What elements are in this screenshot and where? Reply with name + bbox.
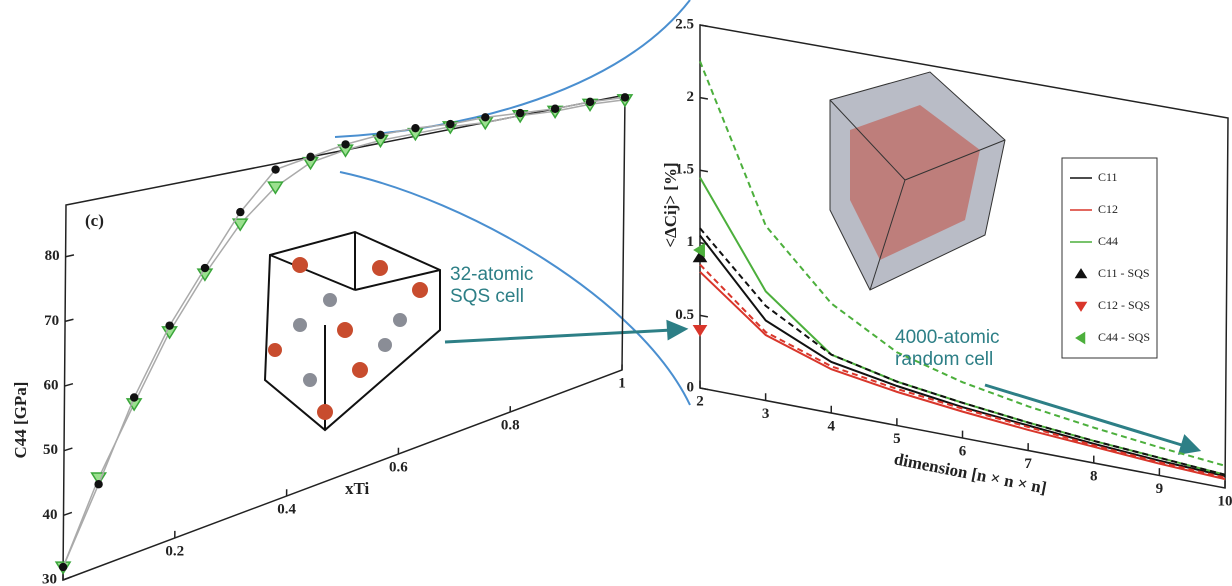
y-tick-label: 1 — [687, 234, 695, 250]
x-tick-label: 0.8 — [501, 417, 520, 433]
data-point — [231, 218, 249, 232]
data-point — [94, 480, 103, 489]
legend-marker — [1075, 331, 1086, 345]
legend-label: C11 - SQS — [1098, 266, 1150, 280]
x-tick-label: 9 — [1156, 481, 1164, 497]
data-point — [411, 123, 420, 133]
y-tick — [64, 382, 74, 387]
y-axis-label: <ΔCij> [%] — [661, 162, 680, 247]
data-point — [267, 181, 284, 195]
legend-label: C11 — [1098, 170, 1118, 184]
series-line — [699, 271, 1226, 481]
panel-label: (c) — [85, 211, 104, 230]
x-tick-label: 8 — [1090, 468, 1098, 484]
plot-frame — [699, 24, 1229, 489]
y-tick — [699, 314, 709, 318]
data-point — [236, 207, 245, 217]
sqs-atoms — [268, 257, 428, 420]
x-tick-label: 2 — [696, 393, 704, 409]
x-tick-label: 6 — [959, 443, 967, 459]
y-tick — [699, 169, 709, 173]
legend-marker — [1074, 301, 1088, 312]
legend-label: C12 — [1098, 202, 1118, 216]
legend-label: C44 - SQS — [1098, 330, 1150, 344]
x-tick-label: 7 — [1024, 456, 1032, 472]
random-cell-illustration — [829, 71, 1006, 291]
data-point — [376, 130, 385, 140]
y-tick — [64, 318, 74, 323]
data-point — [129, 393, 139, 402]
data-point — [165, 321, 174, 330]
y-tick-label: 0 — [687, 379, 695, 395]
y-tick — [699, 24, 709, 28]
y-tick — [63, 447, 73, 452]
y-tick — [63, 511, 73, 517]
legend-marker — [1074, 268, 1088, 279]
x-tick-label: 10 — [1218, 493, 1232, 509]
legend-box — [1061, 157, 1158, 359]
legend-label: C12 - SQS — [1098, 298, 1150, 312]
x-axis-label: xTi — [345, 479, 370, 498]
zoom-line — [339, 171, 691, 406]
data-point — [271, 165, 280, 174]
y-tick — [699, 96, 709, 100]
y-axis-label: C44 [GPa] — [11, 382, 30, 459]
annotation: 32-atomic SQS cell — [450, 264, 533, 307]
sqs-marker — [693, 242, 705, 258]
y-tick-label: 80 — [45, 248, 60, 264]
y-tick-label: 70 — [44, 313, 59, 329]
series-line — [699, 227, 1226, 476]
y-tick — [65, 254, 75, 258]
y-tick — [699, 387, 709, 391]
y-tick-label: 50 — [43, 442, 58, 458]
data-point — [341, 140, 350, 149]
x-tick-label: 1 — [618, 375, 626, 391]
sqs-marker — [692, 250, 708, 263]
annotation: 4000-atomic random cell — [895, 327, 1000, 370]
data-point — [58, 562, 68, 572]
x-tick-label: 3 — [762, 406, 770, 422]
y-tick-label: 0.5 — [675, 307, 694, 323]
y-tick-label: 40 — [43, 507, 58, 523]
data-point — [481, 113, 490, 122]
x-tick-label: 4 — [828, 418, 836, 434]
data-point — [446, 119, 455, 129]
data-point — [516, 108, 525, 118]
y-tick — [62, 576, 72, 581]
series-line — [699, 60, 1226, 467]
x-tick-label: 0.6 — [389, 459, 408, 475]
data-point — [306, 152, 315, 162]
x-tick-label: 0.4 — [277, 501, 296, 517]
y-tick-label: 60 — [44, 377, 59, 393]
y-tick-label: 30 — [42, 571, 57, 586]
y-tick-label: 2.5 — [675, 16, 694, 32]
sqs-marker — [692, 324, 708, 337]
x-tick-label: 0.2 — [165, 543, 184, 559]
y-tick-label: 2 — [687, 89, 695, 105]
legend-label: C44 — [1098, 234, 1118, 248]
data-point — [620, 93, 630, 102]
data-point — [550, 104, 560, 113]
x-tick-label: 5 — [893, 431, 901, 447]
legend: C11 C12 C44 C11 - SQS C12 - SQS C44 - SQS — [1061, 157, 1158, 359]
data-point — [585, 97, 595, 107]
y-tick-label: 1.5 — [675, 162, 694, 178]
arrow — [444, 319, 1202, 455]
series-line — [699, 234, 1226, 478]
data-point — [200, 263, 210, 273]
